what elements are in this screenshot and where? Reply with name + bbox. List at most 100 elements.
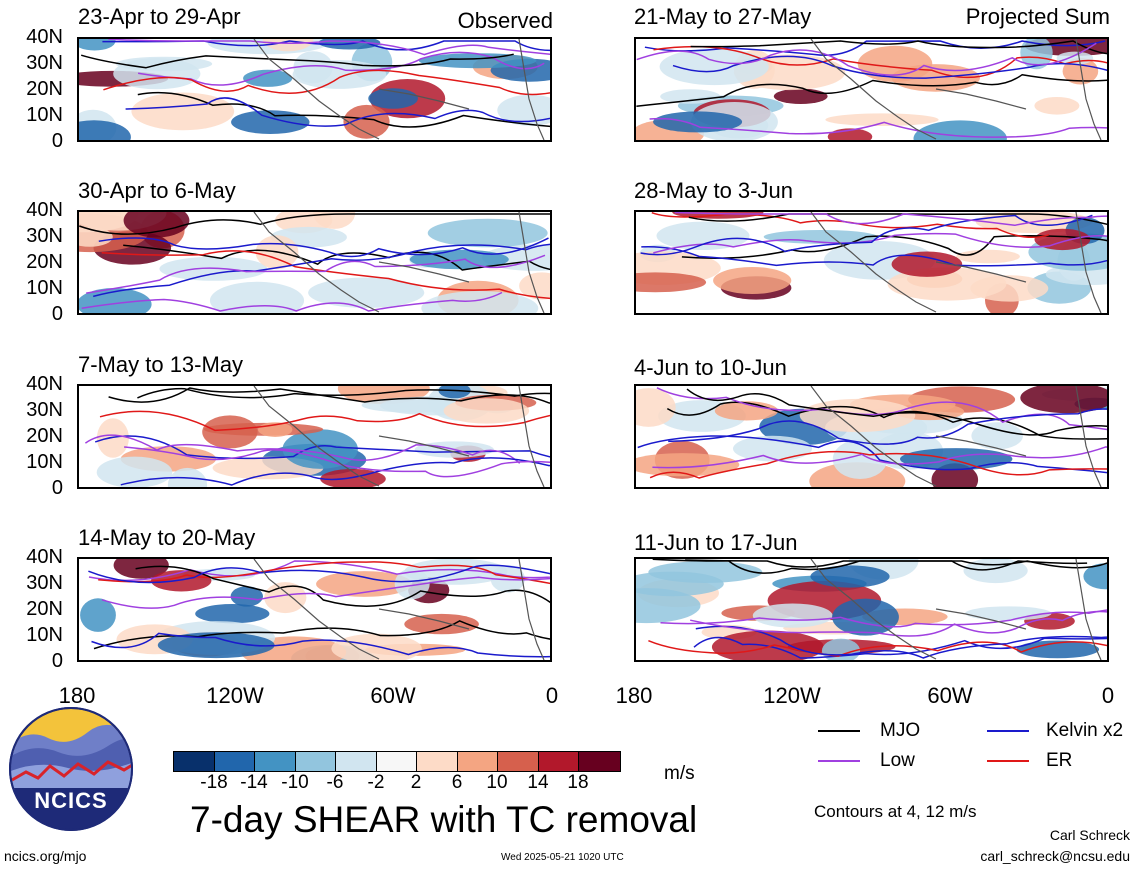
colorbar-swatch	[538, 752, 579, 771]
shear-map-panel-6	[634, 210, 1109, 315]
colorbar-swatch	[295, 752, 336, 771]
colorbar-label: 2	[410, 772, 422, 793]
author-email: carl_schreck@ncsu.edu	[980, 848, 1130, 864]
wave-contour	[660, 609, 1107, 628]
panel-title-5: 21-May to 27-May	[634, 4, 812, 29]
coastline	[810, 212, 1102, 313]
wave-contour	[685, 559, 1107, 569]
wave-contour	[93, 243, 550, 298]
wave-contour	[103, 69, 550, 96]
wave-contour	[125, 97, 550, 127]
legend-line-kelvin	[987, 730, 1029, 732]
colorbar-units: m/s	[664, 763, 695, 784]
author-name: Carl Schreck	[1049, 827, 1130, 843]
colorbar-label: -10	[281, 772, 309, 793]
lat-label: 0	[51, 303, 63, 325]
wave-contour	[672, 55, 1107, 79]
positive-shear-anomaly	[519, 272, 550, 300]
coastline	[253, 212, 545, 313]
lat-label: 0	[51, 650, 63, 672]
colorbar-label: 18	[567, 772, 589, 793]
positive-shear-anomaly	[1020, 386, 1107, 414]
positive-shear-anomaly	[773, 88, 828, 104]
shear-field	[79, 212, 550, 313]
wave-contour	[652, 446, 1107, 469]
lon-label: 60W	[927, 683, 973, 708]
negative-shear-anomaly	[832, 439, 888, 479]
positive-shear-anomaly	[713, 267, 792, 294]
legend-label-low: Low	[880, 750, 915, 771]
negative-shear-anomaly	[913, 120, 1007, 140]
lon-label: 120W	[206, 683, 264, 708]
wave-contour	[91, 632, 550, 658]
wave-contour	[86, 254, 546, 294]
positive-shear-anomaly	[404, 613, 479, 635]
lat-label: 40N	[26, 373, 63, 395]
colorbar-swatch	[417, 752, 458, 771]
colorbar-label: -2	[367, 772, 385, 793]
lat-label: 0	[51, 130, 63, 152]
negative-shear-anomaly	[231, 110, 310, 134]
negative-shear-anomaly	[752, 603, 833, 628]
coastline	[253, 386, 545, 487]
shear-field	[636, 212, 1107, 313]
positive-shear-anomaly	[113, 559, 169, 579]
lat-label: 30N	[26, 399, 63, 421]
wave-contour	[649, 450, 1107, 479]
colorbar	[173, 751, 621, 772]
negative-shear-anomaly	[292, 60, 387, 89]
logo-text: NCICS	[34, 788, 108, 813]
shear-map-panel-1	[77, 37, 552, 142]
lat-label: 10N	[26, 277, 63, 299]
shear-field	[79, 39, 550, 140]
colorbar-swatch	[255, 752, 296, 771]
lon-label: 180	[58, 683, 96, 708]
lon-label: 60W	[370, 683, 416, 708]
panel-title-7: 4-Jun to 10-Jun	[634, 355, 787, 380]
colorbar-swatch	[336, 752, 377, 771]
negative-shear-anomaly	[421, 291, 539, 313]
wave-contour	[649, 117, 1107, 138]
negative-shear-anomaly	[79, 288, 152, 313]
lon-label: 0	[1101, 683, 1115, 708]
positive-shear-anomaly	[131, 92, 235, 131]
shear-field	[636, 39, 1107, 140]
positive-shear-anomaly	[636, 388, 676, 427]
colorbar-swatch	[214, 752, 255, 771]
coastline	[253, 559, 545, 660]
wave-contour	[98, 561, 550, 585]
wave-contour	[637, 435, 1107, 474]
positive-shear-anomaly	[636, 272, 707, 293]
positive-shear-anomaly	[956, 249, 1020, 264]
shear-map-panel-2	[77, 210, 552, 315]
negative-shear-anomaly	[659, 48, 769, 86]
colorbar-swatch	[174, 752, 215, 771]
negative-shear-anomaly	[636, 588, 701, 624]
colorbar-label: -14	[240, 772, 268, 793]
wave-contour	[108, 39, 550, 56]
lon-label: 120W	[763, 683, 821, 708]
negative-shear-anomaly	[653, 111, 743, 133]
wave-contour	[88, 564, 550, 584]
panel-title-1: 23-Apr to 29-Apr	[78, 4, 241, 29]
figure-title: 7-day SHEAR with TC removal	[190, 799, 698, 840]
negative-shear-anomaly	[230, 586, 263, 607]
colorbar-swatch	[376, 752, 417, 771]
wave-contour	[101, 250, 550, 300]
panel-title-6: 28-May to 3-Jun	[634, 178, 793, 203]
colorbar-swatch	[579, 752, 620, 771]
positive-shear-anomaly	[825, 113, 939, 126]
negative-shear-anomaly	[209, 281, 305, 313]
wave-contour	[668, 408, 1107, 445]
lat-label: 20N	[26, 251, 63, 273]
wave-contour	[641, 245, 1107, 267]
positive-shear-anomaly	[1034, 228, 1091, 251]
shear-map-panel-8	[634, 557, 1109, 662]
wave-contour	[99, 410, 550, 432]
legend-line-low	[818, 760, 860, 762]
wave-contour	[644, 40, 1106, 56]
coastline	[253, 39, 545, 140]
negative-shear-anomaly	[965, 606, 1052, 621]
positive-shear-anomaly	[343, 104, 390, 139]
wave-contour	[674, 212, 1107, 227]
